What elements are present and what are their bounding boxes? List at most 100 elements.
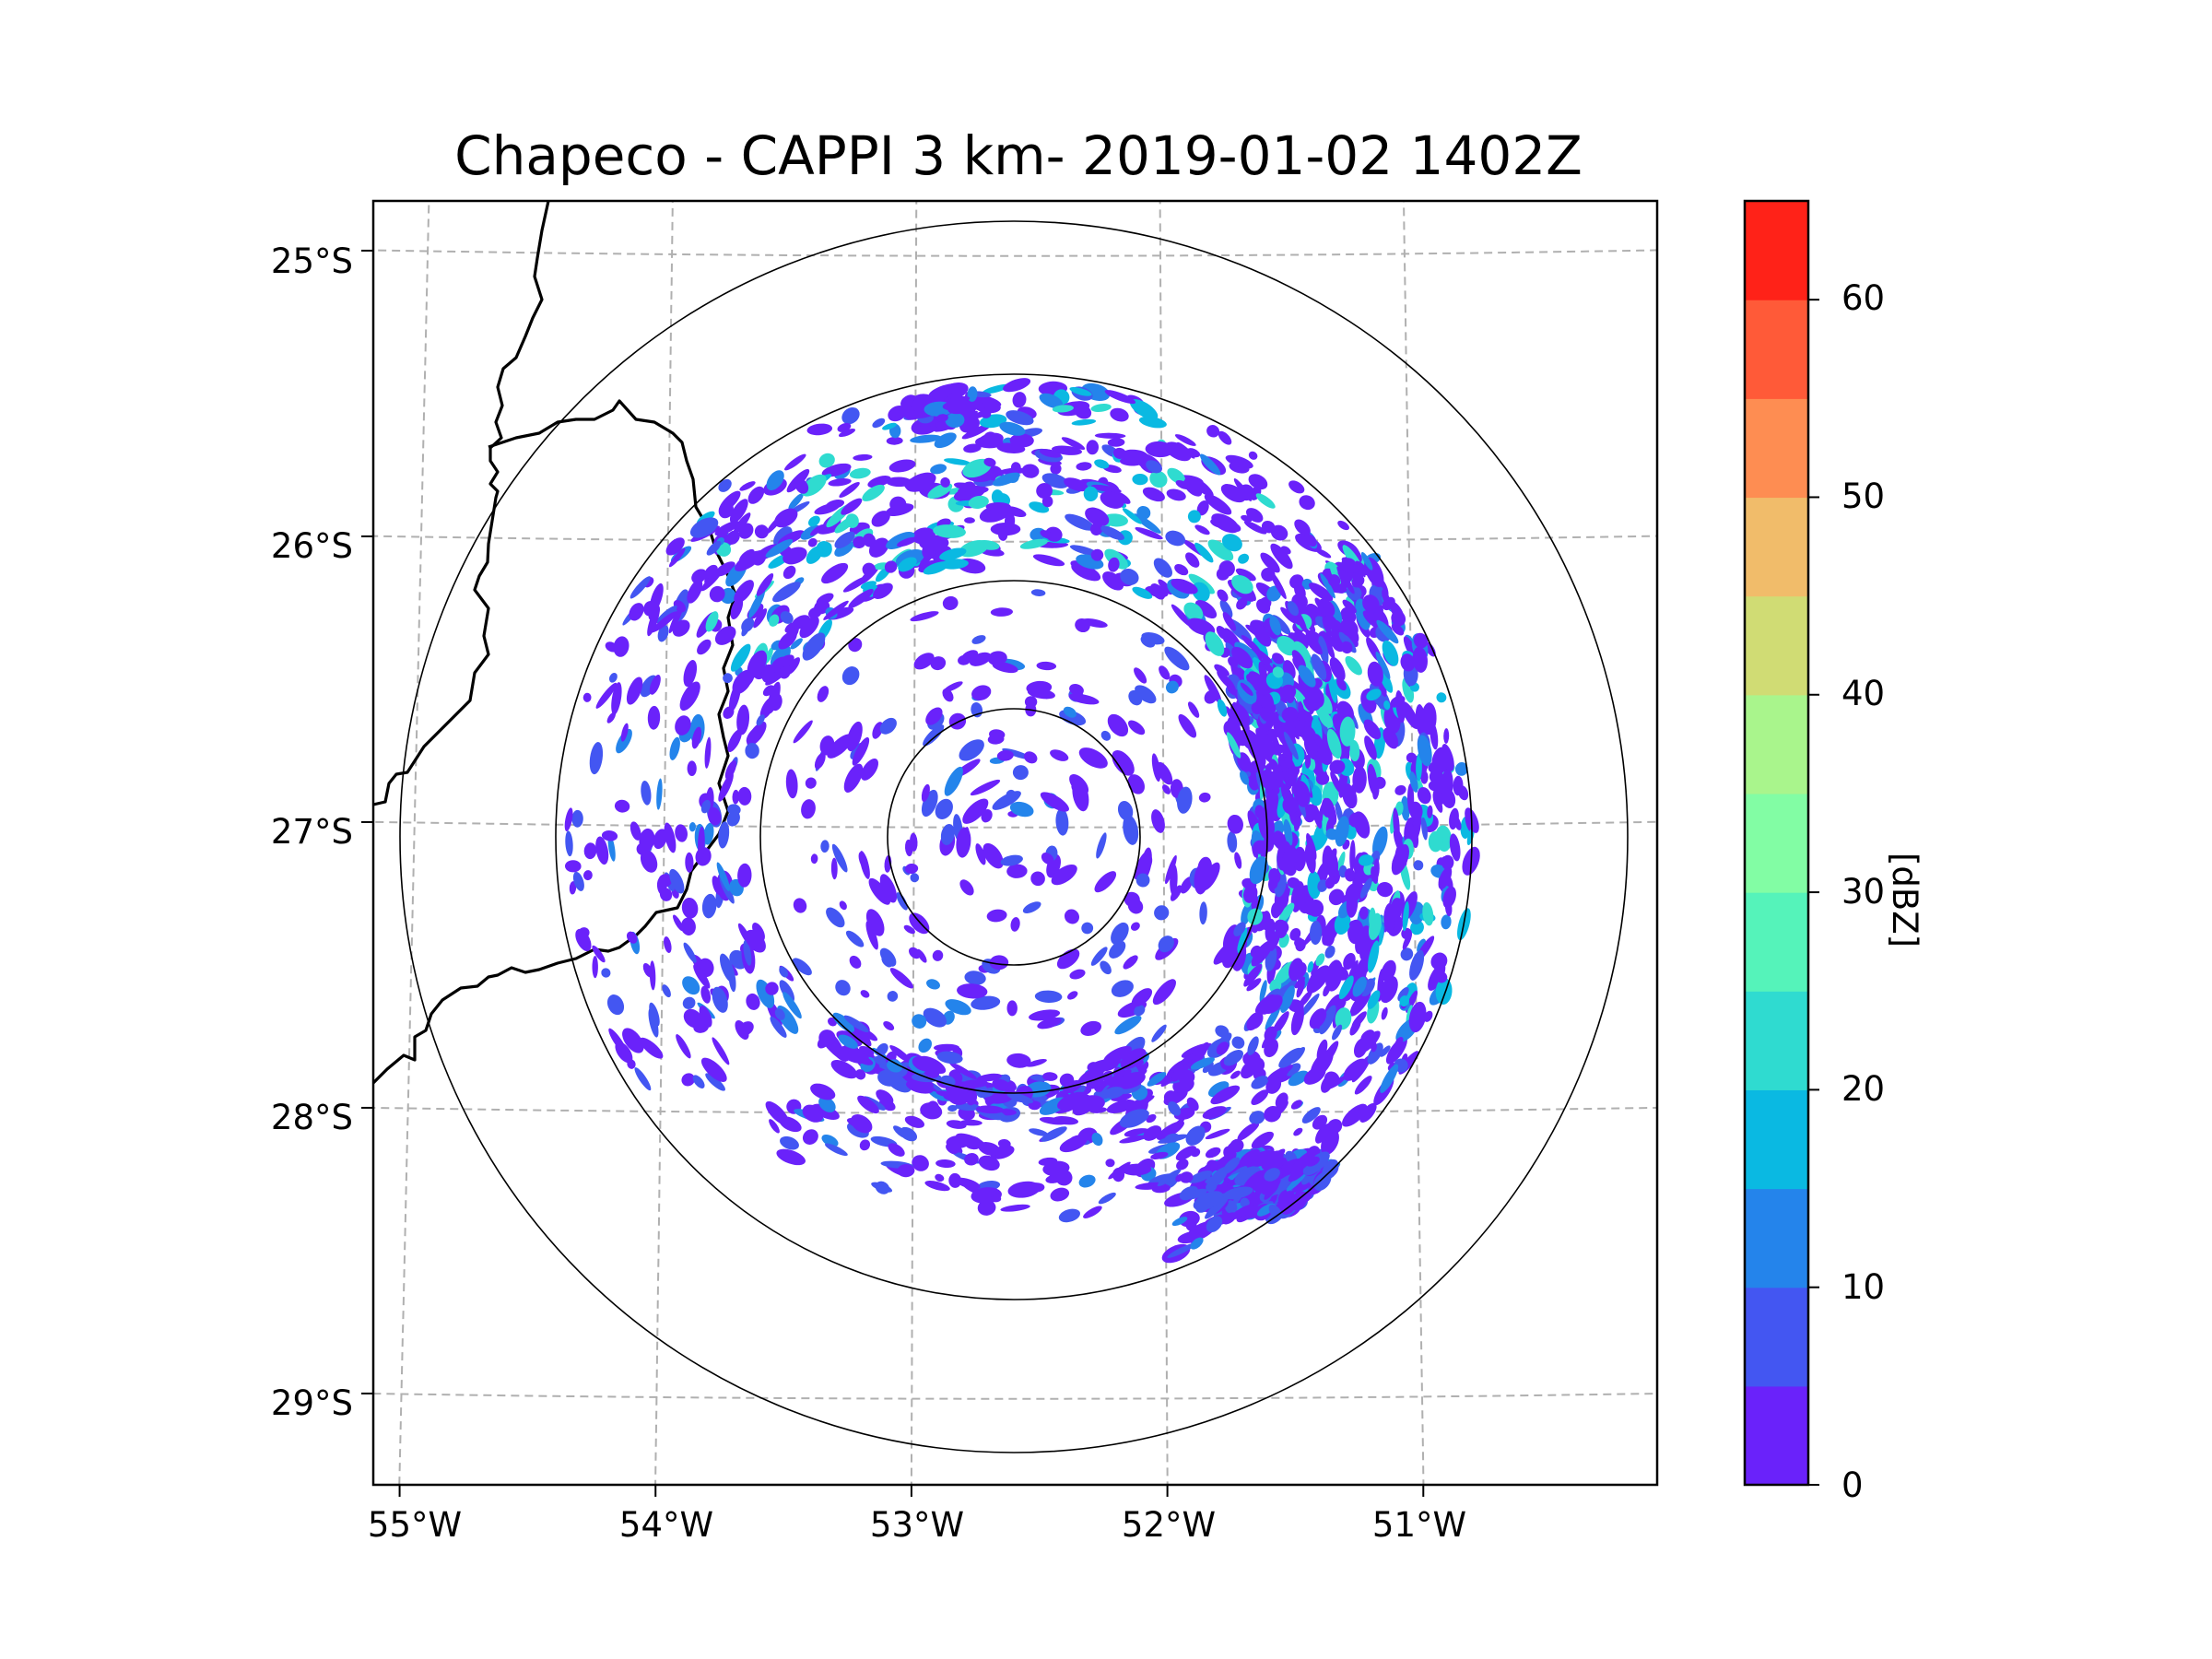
- echo-cell: [642, 962, 653, 978]
- echo-cell: [1091, 1132, 1103, 1147]
- echo-cell: [640, 850, 658, 873]
- echo-cell: [1352, 976, 1367, 997]
- echo-cell: [1080, 1020, 1102, 1036]
- echo-cell: [1185, 552, 1200, 568]
- colorbar-bin: [1745, 1089, 1808, 1190]
- echo-cell: [1112, 749, 1135, 776]
- echo-cell: [1380, 1045, 1391, 1057]
- echo-cell: [1280, 546, 1291, 555]
- echo-cell: [756, 573, 774, 596]
- echo-cell: [970, 779, 1001, 796]
- echo-cell: [1251, 1149, 1275, 1167]
- echo-cell: [1371, 1041, 1377, 1053]
- echo-cell: [1171, 1053, 1197, 1072]
- echo-cell: [791, 615, 811, 629]
- echo-cell: [639, 828, 655, 852]
- echo-cell: [831, 843, 848, 873]
- meridian-line: [1159, 201, 1169, 1485]
- echo-cell: [788, 493, 804, 511]
- echo-cell: [1380, 1064, 1399, 1093]
- echo-cell: [1278, 1047, 1302, 1068]
- echo-cell: [1180, 877, 1193, 894]
- echo-cell: [841, 406, 860, 425]
- echo-cell: [912, 527, 935, 545]
- echo-cell: [1065, 513, 1095, 531]
- echo-cell: [785, 769, 798, 799]
- echo-cell: [817, 1034, 831, 1049]
- echo-cell: [1183, 478, 1203, 497]
- echo-cell: [712, 1037, 730, 1065]
- figure-title: Chapeco - CAPPI 3 km- 2019-01-02 1402Z: [454, 124, 1583, 187]
- echo-cell: [1255, 493, 1276, 509]
- echo-cell: [948, 712, 967, 730]
- echo-cell: [1371, 866, 1379, 884]
- echo-cell: [1119, 1135, 1147, 1144]
- echo-cell: [1041, 853, 1054, 865]
- echo-cell: [1006, 1092, 1034, 1104]
- echo-cell: [1366, 688, 1382, 701]
- echo-cell: [987, 734, 1005, 745]
- echo-cell: [1252, 1178, 1266, 1193]
- echo-cell: [1192, 582, 1210, 602]
- echo-cell: [903, 924, 915, 935]
- echo-cell: [1206, 1181, 1218, 1193]
- echo-cell: [1171, 1217, 1188, 1227]
- echo-cell: [1329, 759, 1346, 774]
- echo-cell: [1114, 1015, 1142, 1035]
- echo-cell: [699, 1006, 712, 1028]
- echo-cell: [992, 1078, 1011, 1091]
- echo-cell: [910, 832, 918, 852]
- echo-cell: [653, 829, 667, 850]
- echo-cell: [1247, 1036, 1259, 1055]
- echo-cell: [1094, 459, 1110, 469]
- echo-cell: [1303, 737, 1318, 760]
- echo-cell: [1185, 1125, 1206, 1146]
- echo-cell: [1249, 1057, 1265, 1074]
- echo-cell: [1175, 1146, 1197, 1161]
- echo-cell: [1102, 571, 1124, 591]
- echo-cell: [679, 681, 700, 712]
- colorbar-bin: [1745, 991, 1808, 1090]
- echo-cell: [886, 531, 915, 550]
- echo-cell: [1251, 1131, 1274, 1149]
- echo-cell: [818, 453, 835, 468]
- echo-cell: [1190, 1237, 1204, 1250]
- echo-cell: [981, 809, 993, 823]
- echo-cell: [1122, 508, 1142, 524]
- echo-cell: [1294, 976, 1305, 989]
- echo-cell: [1417, 938, 1427, 954]
- echo-cell: [898, 557, 917, 572]
- echo-cell: [730, 643, 751, 672]
- echo-cell: [1100, 730, 1112, 741]
- echo-cell: [936, 414, 948, 422]
- echo-cell: [1186, 1097, 1199, 1112]
- echo-cell: [935, 1159, 956, 1169]
- echo-cell: [876, 1089, 894, 1105]
- echo-cell: [1279, 684, 1297, 700]
- echo-cell: [935, 1173, 945, 1182]
- echo-cell: [1281, 845, 1298, 875]
- echo-cell: [853, 535, 866, 549]
- echo-cell: [934, 1043, 959, 1052]
- echo-cell: [1291, 650, 1307, 670]
- colorbar-bin: [1745, 1188, 1808, 1288]
- echo-cell: [912, 1155, 929, 1171]
- echo-cell: [1305, 1156, 1320, 1167]
- echo-cell: [748, 589, 766, 618]
- echo-cell: [1334, 912, 1351, 935]
- echo-cell: [1217, 589, 1229, 602]
- echo-cell: [1238, 553, 1250, 564]
- echo-cell: [1006, 1000, 1018, 1017]
- echo-cell: [1007, 1181, 1041, 1198]
- echo-cell: [1045, 1173, 1065, 1183]
- echo-cell: [1338, 975, 1354, 1000]
- echo-cell: [1230, 702, 1251, 726]
- echo-cell: [616, 728, 632, 754]
- echo-cell: [1199, 901, 1207, 925]
- echo-cell: [1069, 969, 1086, 980]
- echo-cell: [1006, 789, 1017, 801]
- echo-cell: [1272, 666, 1284, 678]
- echo-cell: [592, 955, 598, 979]
- echo-cell: [1428, 830, 1443, 853]
- echo-cell: [978, 1155, 1000, 1171]
